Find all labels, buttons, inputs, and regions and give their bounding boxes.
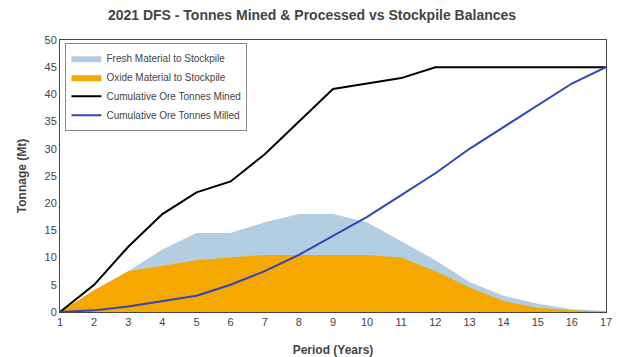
svg-text:13: 13 [463, 316, 475, 328]
svg-text:5: 5 [51, 279, 57, 291]
svg-text:Oxide Material to Stockpile: Oxide Material to Stockpile [106, 72, 225, 83]
svg-text:6: 6 [228, 316, 234, 328]
svg-text:Tonnage (Mt): Tonnage (Mt) [15, 139, 29, 213]
svg-text:7: 7 [262, 316, 268, 328]
svg-text:50: 50 [45, 34, 57, 46]
svg-text:14: 14 [498, 316, 510, 328]
svg-text:10: 10 [361, 316, 373, 328]
svg-text:5: 5 [193, 316, 199, 328]
svg-text:15: 15 [45, 224, 57, 236]
svg-text:17: 17 [600, 316, 612, 328]
svg-text:40: 40 [45, 88, 57, 100]
svg-text:1: 1 [57, 316, 63, 328]
svg-text:35: 35 [45, 115, 57, 127]
svg-text:20: 20 [45, 197, 57, 209]
svg-text:Cumulative Ore Tonnes Mined: Cumulative Ore Tonnes Mined [106, 91, 240, 102]
svg-text:3: 3 [125, 316, 131, 328]
svg-text:10: 10 [45, 251, 57, 263]
svg-text:9: 9 [330, 316, 336, 328]
svg-text:30: 30 [45, 143, 57, 155]
svg-text:Period (Years): Period (Years) [293, 343, 374, 357]
svg-text:45: 45 [45, 61, 57, 73]
svg-text:0: 0 [51, 306, 57, 318]
svg-text:2021 DFS - Tonnes Mined & Proc: 2021 DFS - Tonnes Mined & Processed vs S… [108, 7, 516, 23]
svg-text:11: 11 [396, 316, 407, 328]
svg-text:12: 12 [429, 316, 441, 328]
svg-text:2: 2 [91, 316, 97, 328]
svg-text:Cumulative Ore Tonnes Milled: Cumulative Ore Tonnes Milled [106, 110, 239, 121]
svg-text:15: 15 [532, 316, 544, 328]
svg-text:4: 4 [159, 316, 165, 328]
svg-text:25: 25 [45, 170, 57, 182]
svg-text:16: 16 [566, 316, 578, 328]
svg-text:8: 8 [296, 316, 302, 328]
svg-text:Fresh Material to Stockpile: Fresh Material to Stockpile [106, 53, 225, 64]
